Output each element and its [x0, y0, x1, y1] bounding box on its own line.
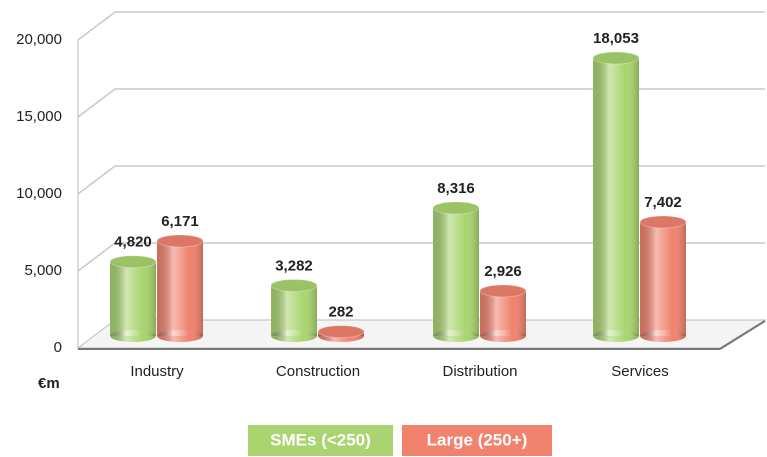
value-label: 6,171	[161, 213, 199, 230]
bar-top	[109, 255, 157, 269]
bar-shine	[110, 261, 156, 336]
y-tick-label: 20,000	[16, 31, 62, 48]
bar-top-shade	[157, 234, 203, 247]
floor-edge	[719, 320, 766, 350]
bar-top	[432, 201, 480, 215]
value-label: 2,926	[484, 263, 522, 280]
bar-shine	[640, 222, 686, 336]
grid-line	[77, 11, 765, 41]
bar-shine	[593, 57, 639, 337]
grid	[77, 11, 765, 272]
value-label: 4,820	[114, 234, 152, 251]
bar-top	[639, 215, 687, 229]
legend-label: Large (250+)	[427, 430, 528, 449]
bar-top	[156, 234, 204, 248]
y-tick-label: 10,000	[16, 185, 62, 202]
bars	[109, 51, 687, 342]
bar-top	[317, 325, 365, 339]
grid-line	[77, 88, 765, 118]
bar-shine	[480, 290, 526, 336]
grid-line	[77, 242, 765, 272]
x-tick-label: Distribution	[442, 363, 517, 380]
legend-label: SMEs (<250)	[270, 430, 371, 449]
bar-top	[479, 284, 527, 298]
grid-line	[77, 165, 765, 195]
bar-shine	[157, 240, 203, 336]
value-label: 3,282	[275, 257, 313, 274]
bar-shine	[271, 285, 317, 336]
bar-top-shade	[640, 216, 686, 229]
legend-swatch	[248, 425, 393, 456]
legend-swatch	[402, 425, 552, 456]
x-tick-label: Industry	[130, 363, 184, 380]
value-label: 7,402	[644, 194, 682, 211]
y-tick-label: 15,000	[16, 108, 62, 125]
bar-top-shade	[593, 51, 639, 64]
value-label: 282	[328, 304, 353, 321]
value-label: 8,316	[437, 180, 475, 197]
bar-top-shade	[318, 325, 364, 338]
y-tick-label: 5,000	[24, 262, 62, 279]
x-tick-label: Services	[611, 363, 669, 380]
bar-top	[270, 278, 318, 292]
bar-top-shade	[433, 201, 479, 214]
bar-top-shade	[110, 255, 156, 268]
y-axis-unit: €m	[38, 375, 60, 392]
bar-top-shade	[480, 284, 526, 297]
x-tick-label: Construction	[276, 363, 360, 380]
bar-shine	[433, 207, 479, 336]
bar-top	[592, 51, 640, 65]
bar-top-shade	[271, 279, 317, 292]
y-tick-label: 0	[54, 339, 62, 356]
value-label: 18,053	[593, 30, 639, 47]
